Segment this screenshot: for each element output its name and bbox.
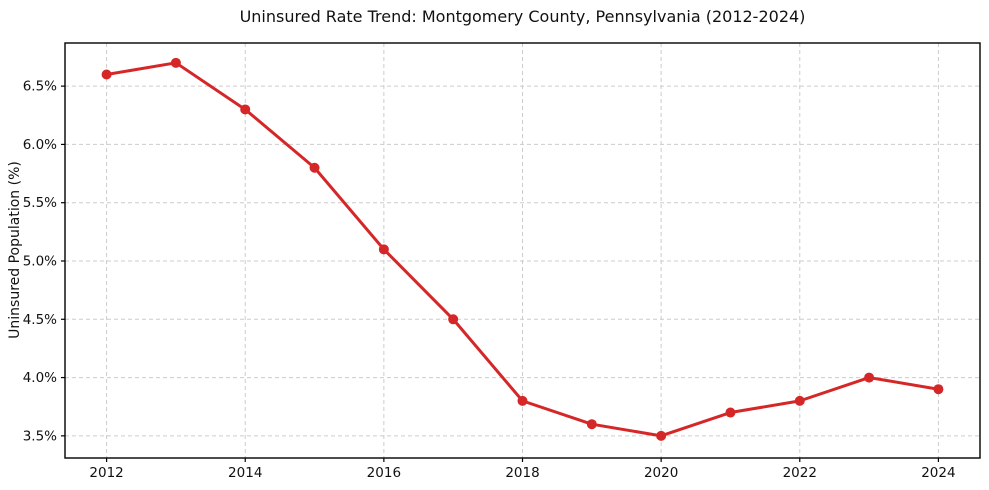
y-tick-label: 6.5%: [23, 79, 57, 95]
x-tick-label: 2018: [505, 465, 539, 481]
x-tick-label: 2012: [89, 465, 123, 481]
y-axis-label: Uninsured Population (%): [7, 161, 23, 339]
data-point: [864, 372, 875, 383]
y-tick-label: 5.0%: [23, 253, 57, 269]
data-point: [794, 395, 805, 406]
y-tick-label: 4.5%: [23, 312, 57, 328]
data-point: [725, 407, 736, 418]
x-tick-label: 2014: [228, 465, 262, 481]
x-tick-label: 2020: [644, 465, 678, 481]
data-point: [586, 419, 597, 430]
data-point: [240, 104, 251, 115]
data-point: [517, 395, 528, 406]
data-point: [378, 244, 389, 255]
x-tick-label: 2016: [367, 465, 401, 481]
x-tick-label: 2024: [921, 465, 955, 481]
y-tick-label: 6.0%: [23, 137, 57, 153]
data-point: [309, 162, 320, 173]
y-tick-label: 4.0%: [23, 370, 57, 386]
data-point: [448, 314, 459, 325]
data-point: [170, 57, 181, 68]
y-tick-label: 5.5%: [23, 195, 57, 211]
data-point: [656, 430, 667, 441]
x-tick-label: 2022: [783, 465, 817, 481]
chart-title: Uninsured Rate Trend: Montgomery County,…: [239, 7, 806, 26]
data-point: [933, 384, 944, 395]
y-tick-label: 3.5%: [23, 428, 57, 444]
data-point: [101, 69, 112, 80]
